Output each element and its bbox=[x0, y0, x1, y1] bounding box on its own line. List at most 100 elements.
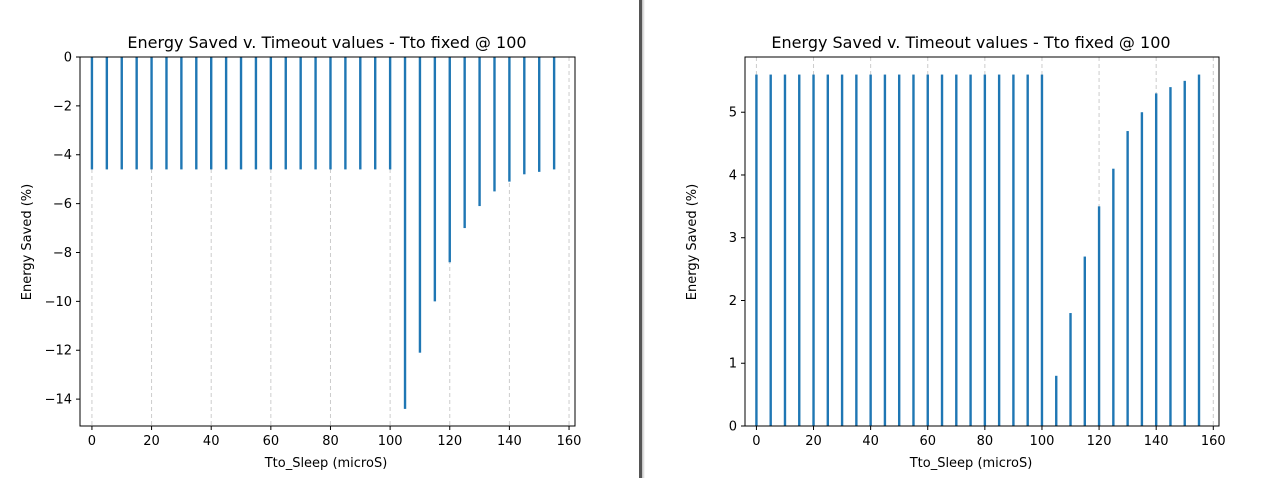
bar bbox=[344, 57, 347, 170]
bar bbox=[969, 74, 972, 427]
chart-right: Energy Saved v. Timeout values - Tto fix… bbox=[685, 33, 1226, 471]
bar bbox=[195, 57, 198, 170]
bar bbox=[448, 57, 451, 263]
bar bbox=[314, 57, 317, 170]
bar bbox=[1040, 74, 1044, 427]
ticks-layer: 0 20 40 60 80 100 120 140 160 0 1 2 3 4 5 bbox=[729, 106, 1226, 449]
bar bbox=[493, 57, 496, 192]
bar bbox=[926, 74, 929, 427]
x-tick-label: 160 bbox=[557, 434, 582, 449]
bar bbox=[826, 74, 830, 427]
y-tick-label: −2 bbox=[53, 99, 72, 114]
bar bbox=[1112, 168, 1115, 426]
panel-divider[interactable] bbox=[639, 0, 642, 478]
ticks-layer: 0 20 40 60 80 100 120 140 160 0 −2 −4 −6 −8 −10 −12 −14 bbox=[45, 51, 582, 450]
bar bbox=[224, 57, 228, 170]
chart-left: Energy Saved v. Timeout values - Tto fix… bbox=[20, 33, 582, 471]
x-tick-label: 100 bbox=[378, 434, 403, 449]
bar bbox=[254, 57, 258, 170]
bars-layer bbox=[755, 74, 1201, 427]
bar bbox=[912, 74, 915, 427]
bars-layer bbox=[90, 57, 556, 409]
bar bbox=[1069, 313, 1072, 426]
bar bbox=[552, 57, 556, 170]
x-tick-label: 140 bbox=[497, 434, 522, 449]
bar bbox=[1197, 74, 1201, 427]
x-tick-label: 40 bbox=[203, 434, 220, 449]
y-tick-label: −6 bbox=[53, 197, 72, 212]
bar bbox=[1026, 74, 1029, 427]
bar bbox=[403, 57, 407, 409]
bar bbox=[783, 74, 787, 427]
bar bbox=[90, 57, 94, 170]
bar bbox=[105, 57, 109, 170]
x-tick-label: 40 bbox=[862, 434, 879, 449]
x-tick-label: 120 bbox=[1087, 434, 1112, 449]
bar bbox=[1055, 375, 1058, 426]
bar bbox=[955, 74, 958, 427]
bar bbox=[135, 57, 138, 170]
y-tick-label: 3 bbox=[729, 231, 737, 246]
plot-frame bbox=[79, 56, 576, 427]
y-tick-label: 4 bbox=[729, 168, 737, 183]
bar bbox=[1126, 131, 1129, 426]
x-axis-label: Tto_Sleep (microS) bbox=[909, 456, 1033, 471]
bar bbox=[897, 74, 901, 427]
bar bbox=[180, 57, 183, 170]
y-axis-label: Energy Saved (%) bbox=[685, 184, 700, 300]
bar bbox=[840, 74, 844, 427]
bar bbox=[1097, 206, 1101, 426]
y-tick-label: 2 bbox=[729, 294, 737, 309]
bar bbox=[883, 74, 887, 427]
bar bbox=[299, 57, 302, 170]
bar bbox=[329, 57, 332, 170]
plot-frame bbox=[744, 56, 1220, 427]
bar bbox=[1183, 80, 1186, 427]
x-tick-label: 100 bbox=[1030, 434, 1055, 449]
x-tick-label: 160 bbox=[1201, 434, 1226, 449]
bar bbox=[812, 74, 815, 427]
bar bbox=[433, 57, 437, 302]
x-tick-label: 0 bbox=[88, 434, 96, 449]
bar bbox=[1154, 93, 1158, 427]
bar bbox=[269, 57, 273, 170]
bar bbox=[150, 57, 153, 170]
bar bbox=[388, 57, 392, 170]
bar bbox=[1083, 256, 1086, 426]
y-tick-label: 5 bbox=[729, 106, 737, 121]
x-tick-label: 80 bbox=[322, 434, 339, 449]
bar bbox=[1012, 74, 1015, 427]
chart-title: Energy Saved v. Timeout values - Tto fix… bbox=[771, 33, 1170, 52]
panel-divider-shadow bbox=[642, 0, 645, 478]
chart-title: Energy Saved v. Timeout values - Tto fix… bbox=[127, 33, 526, 52]
bar bbox=[239, 57, 243, 170]
y-tick-label: −12 bbox=[45, 344, 72, 359]
bar bbox=[374, 57, 377, 170]
y-tick-label: −14 bbox=[45, 393, 72, 408]
y-tick-label: −10 bbox=[45, 295, 72, 310]
x-axis-label: Tto_Sleep (microS) bbox=[264, 456, 388, 471]
y-tick-label: −4 bbox=[53, 148, 72, 163]
bar bbox=[983, 74, 987, 427]
bar bbox=[120, 57, 123, 170]
bar bbox=[478, 57, 481, 207]
bar bbox=[210, 57, 213, 170]
x-tick-label: 60 bbox=[919, 434, 936, 449]
x-tick-label: 140 bbox=[1144, 434, 1169, 449]
x-tick-label: 60 bbox=[263, 434, 280, 449]
bar bbox=[523, 57, 526, 175]
y-axis-label: Energy Saved (%) bbox=[20, 184, 35, 300]
y-tick-label: 0 bbox=[64, 51, 72, 66]
x-tick-label: 80 bbox=[977, 434, 994, 449]
x-tick-label: 20 bbox=[143, 434, 160, 449]
bar bbox=[940, 74, 944, 427]
bar bbox=[463, 57, 466, 229]
bar bbox=[769, 74, 772, 427]
bar bbox=[359, 57, 362, 170]
bar bbox=[1169, 87, 1172, 427]
bar bbox=[1140, 112, 1144, 426]
x-tick-label: 120 bbox=[437, 434, 462, 449]
bar bbox=[418, 57, 422, 353]
bar bbox=[997, 74, 1001, 427]
